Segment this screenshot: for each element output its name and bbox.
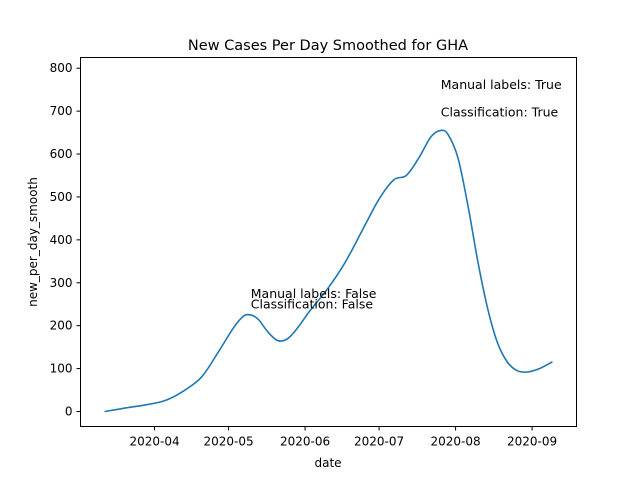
x-tick-label: 2020-09	[507, 435, 557, 449]
chart-annotation: Classification: True	[441, 105, 559, 120]
annotations: Manual labels: True Classification: True M…	[251, 77, 562, 312]
axis-ticks: 2020-04 2020-05 2020-06 2020-07 2020-08 2020-…	[50, 61, 558, 448]
y-tick-label: 400	[50, 233, 73, 247]
x-tick-label: 2020-08	[431, 435, 481, 449]
chart-annotation: Manual labels: False	[251, 286, 377, 301]
y-tick-label: 100	[50, 362, 73, 376]
x-tick-label: 2020-07	[354, 435, 404, 449]
y-tick-label: 0	[65, 404, 73, 418]
y-tick-label: 500	[50, 190, 73, 204]
y-tick-label: 800	[50, 61, 73, 75]
y-tick-label: 700	[50, 104, 73, 118]
y-tick-label: 600	[50, 147, 73, 161]
chart-annotation: Manual labels: True	[441, 77, 562, 92]
plot-area	[104, 129, 553, 413]
chart-title: New Cases Per Day Smoothed for GHA	[188, 38, 468, 54]
x-tick-label: 2020-05	[203, 435, 253, 449]
y-axis-label: new_per_day_smooth	[26, 177, 40, 307]
x-tick-label: 2020-04	[129, 435, 179, 449]
chart-annotation: Classification: False	[251, 297, 374, 312]
axes-frame	[80, 57, 577, 427]
series-line	[104, 129, 553, 413]
y-tick-label: 300	[50, 276, 73, 290]
x-tick-label: 2020-06	[280, 435, 330, 449]
y-tick-label: 200	[50, 319, 73, 333]
x-axis-label: date	[314, 456, 341, 470]
